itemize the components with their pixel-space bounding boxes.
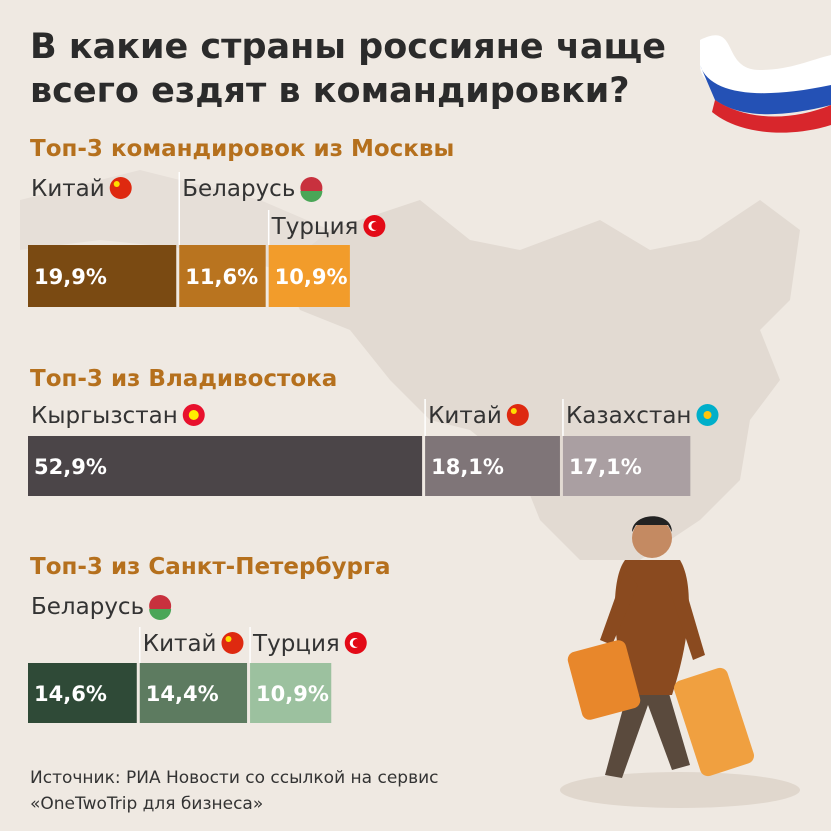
category-label: Казахстан — [566, 403, 692, 429]
category-label: Турция — [252, 631, 340, 657]
flag-stripe — [300, 191, 323, 202]
category-label: Беларусь — [182, 176, 295, 202]
flag-star — [225, 636, 232, 642]
category-label: Турция — [271, 214, 359, 240]
chart-title: Топ-3 из Владивостока — [30, 366, 337, 392]
traveler-illustration — [560, 516, 800, 808]
flag-icon — [221, 632, 244, 654]
flag-sun — [703, 411, 712, 419]
category-label: Китай — [31, 176, 105, 202]
flag-star — [510, 408, 517, 414]
flag-bg — [221, 632, 244, 654]
category-label: Китай — [428, 403, 502, 429]
bar — [562, 436, 691, 496]
bar — [179, 245, 266, 307]
value-label: 17,1% — [569, 455, 642, 479]
bar — [28, 245, 177, 307]
value-label: 10,9% — [256, 682, 329, 706]
value-label: 11,6% — [185, 265, 258, 289]
page-title: В какие страны россияне чаще — [30, 27, 666, 67]
flag-bg — [109, 177, 132, 199]
flag-icon — [344, 632, 367, 654]
bar — [250, 663, 332, 723]
flag-sun — [188, 410, 199, 420]
flag-icon — [363, 215, 386, 237]
page-title: всего ездят в командировки? — [30, 71, 630, 111]
background-map — [20, 170, 800, 560]
source: Источник: РИА Новости со ссылкой на серв… — [30, 768, 438, 788]
flag-bg — [506, 404, 529, 426]
category-label: Беларусь — [31, 594, 144, 620]
bar — [425, 436, 560, 496]
flag-icon — [182, 404, 205, 426]
bar — [268, 245, 350, 307]
category-label: Кыргызстан — [31, 403, 178, 429]
bar — [28, 436, 423, 496]
bar — [28, 663, 137, 723]
flag-icon — [149, 595, 172, 621]
chart-title: Топ-3 из Санкт-Петербурга — [30, 554, 391, 580]
chart-title: Топ-3 командировок из Москвы — [30, 136, 454, 162]
category-label: Китай — [143, 631, 217, 657]
value-label: 18,1% — [431, 455, 504, 479]
value-label: 14,6% — [34, 682, 107, 706]
value-label: 19,9% — [34, 265, 107, 289]
flag-stripe — [149, 609, 172, 621]
value-label: 14,4% — [146, 682, 219, 706]
flag-icon — [300, 177, 323, 202]
flag-star — [113, 181, 120, 187]
flag-moon-cut — [352, 639, 361, 647]
value-label: 52,9% — [34, 455, 107, 479]
source: «OneTwoTrip для бизнеса» — [30, 794, 263, 814]
charts: Топ-3 командировок из Москвы 19,9% Китай 11… — [28, 136, 719, 723]
flag-icon — [506, 404, 529, 426]
flag-icon — [109, 177, 132, 199]
flag-moon-cut — [371, 222, 380, 230]
bar — [139, 663, 248, 723]
value-label: 10,9% — [275, 265, 348, 289]
flag-ribbon — [700, 35, 831, 133]
flag-icon — [696, 404, 719, 426]
